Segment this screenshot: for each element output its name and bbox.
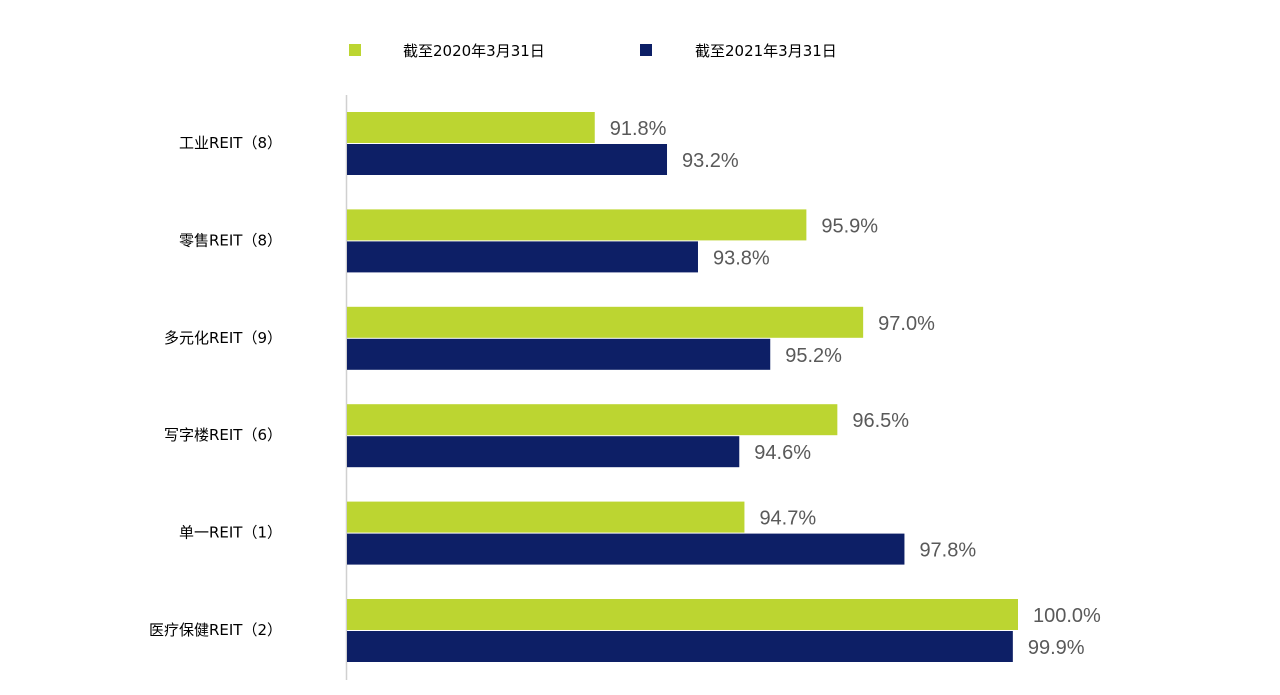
legend-label-2020: 截至2020年3月31日	[403, 42, 545, 60]
category-label-diversified: 多元化REIT（9）	[164, 329, 282, 347]
data-label-industrial-2021: 93.2%	[682, 150, 739, 172]
legend-label-2021: 截至2021年3月31日	[695, 42, 837, 60]
data-label-healthcare-2021: 99.9%	[1028, 637, 1085, 659]
data-label-diversified-2020: 97.0%	[878, 313, 935, 335]
bar-office-2020	[347, 404, 838, 436]
legend-swatch-2020	[349, 44, 361, 56]
data-label-diversified-2021: 95.2%	[785, 345, 842, 367]
bar-healthcare-2021	[347, 631, 1013, 662]
bar-industrial-2020	[347, 112, 595, 143]
bar-retail-2020	[347, 209, 807, 241]
category-label-industrial: 工业REIT（8）	[179, 134, 282, 152]
data-label-healthcare-2020: 100.0%	[1033, 605, 1101, 627]
bar-healthcare-2020	[347, 599, 1018, 630]
legend: 截至2020年3月31日 截至2021年3月31日	[349, 42, 837, 60]
bar-retail-2021	[347, 241, 698, 273]
bar-industrial-2021	[347, 144, 668, 175]
data-label-single-2021: 97.8%	[919, 540, 976, 562]
data-label-single-2020: 94.7%	[759, 508, 816, 530]
category-label-retail: 零售REIT（8）	[179, 231, 282, 249]
category-label-office: 写字楼REIT（6）	[164, 426, 282, 444]
bar-office-2021	[347, 436, 740, 468]
bar-diversified-2020	[347, 306, 864, 338]
bars-group: 工业REIT（8） 91.8% 93.2% 零售REIT（8） 95.9% 93.8% 多元…	[149, 112, 1101, 662]
bar-single-2020	[347, 501, 745, 533]
legend-swatch-2021	[640, 44, 652, 56]
data-label-industrial-2020: 91.8%	[610, 118, 667, 140]
bar-diversified-2021	[347, 338, 771, 370]
data-label-retail-2021: 93.8%	[713, 247, 770, 269]
data-label-office-2021: 94.6%	[754, 442, 811, 464]
category-label-healthcare: 医疗保健REIT（2）	[149, 621, 282, 639]
data-label-retail-2020: 95.9%	[821, 215, 878, 237]
data-label-office-2020: 96.5%	[852, 410, 909, 432]
bar-single-2021	[347, 533, 905, 565]
category-label-single: 单一REIT（1）	[179, 524, 282, 542]
